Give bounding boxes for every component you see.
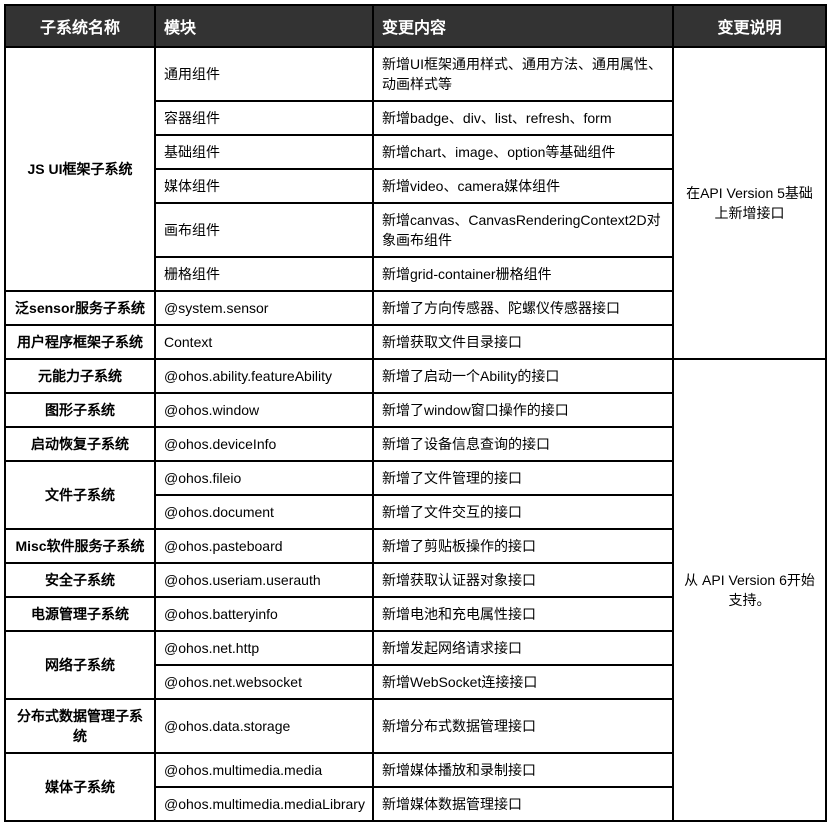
table-row: JS UI框架子系统 通用组件 新增UI框架通用样式、通用方法、通用属性、动画样… bbox=[5, 47, 826, 101]
cell-content: 新增了文件交互的接口 bbox=[373, 495, 673, 529]
header-content: 变更内容 bbox=[373, 5, 673, 47]
cell-module: @ohos.net.http bbox=[155, 631, 373, 665]
cell-module: @ohos.ability.featureAbility bbox=[155, 359, 373, 393]
cell-subsystem: 泛sensor服务子系统 bbox=[5, 291, 155, 325]
cell-subsystem: 文件子系统 bbox=[5, 461, 155, 529]
cell-module: @ohos.document bbox=[155, 495, 373, 529]
header-module: 模块 bbox=[155, 5, 373, 47]
cell-module: @ohos.data.storage bbox=[155, 699, 373, 753]
cell-subsystem: 媒体子系统 bbox=[5, 753, 155, 821]
cell-subsystem: Misc软件服务子系统 bbox=[5, 529, 155, 563]
header-row: 子系统名称 模块 变更内容 变更说明 bbox=[5, 5, 826, 47]
cell-subsystem: 分布式数据管理子系统 bbox=[5, 699, 155, 753]
cell-content: 新增媒体播放和录制接口 bbox=[373, 753, 673, 787]
cell-module: @ohos.multimedia.media bbox=[155, 753, 373, 787]
cell-subsystem: 元能力子系统 bbox=[5, 359, 155, 393]
cell-module: @ohos.window bbox=[155, 393, 373, 427]
cell-content: 新增了设备信息查询的接口 bbox=[373, 427, 673, 461]
cell-module: Context bbox=[155, 325, 373, 359]
cell-content: 新增电池和充电属性接口 bbox=[373, 597, 673, 631]
cell-content: 新增grid-container栅格组件 bbox=[373, 257, 673, 291]
cell-content: 新增UI框架通用样式、通用方法、通用属性、动画样式等 bbox=[373, 47, 673, 101]
cell-subsystem: 安全子系统 bbox=[5, 563, 155, 597]
header-subsystem: 子系统名称 bbox=[5, 5, 155, 47]
header-desc: 变更说明 bbox=[673, 5, 826, 47]
table-row: 元能力子系统 @ohos.ability.featureAbility 新增了启… bbox=[5, 359, 826, 393]
cell-subsystem: 用户程序框架子系统 bbox=[5, 325, 155, 359]
cell-content: 新增了启动一个Ability的接口 bbox=[373, 359, 673, 393]
cell-subsystem: 图形子系统 bbox=[5, 393, 155, 427]
cell-subsystem: 启动恢复子系统 bbox=[5, 427, 155, 461]
cell-module: @ohos.useriam.userauth bbox=[155, 563, 373, 597]
cell-content: 新增video、camera媒体组件 bbox=[373, 169, 673, 203]
cell-content: 新增了window窗口操作的接口 bbox=[373, 393, 673, 427]
cell-module: 通用组件 bbox=[155, 47, 373, 101]
cell-content: 新增badge、div、list、refresh、form bbox=[373, 101, 673, 135]
cell-content: 新增WebSocket连接接口 bbox=[373, 665, 673, 699]
cell-module: @ohos.fileio bbox=[155, 461, 373, 495]
cell-subsystem: 网络子系统 bbox=[5, 631, 155, 699]
cell-module: @ohos.multimedia.mediaLibrary bbox=[155, 787, 373, 821]
cell-content: 新增了剪贴板操作的接口 bbox=[373, 529, 673, 563]
cell-module: @ohos.batteryinfo bbox=[155, 597, 373, 631]
cell-module: 画布组件 bbox=[155, 203, 373, 257]
cell-module: @system.sensor bbox=[155, 291, 373, 325]
cell-subsystem: JS UI框架子系统 bbox=[5, 47, 155, 291]
cell-module: @ohos.net.websocket bbox=[155, 665, 373, 699]
cell-module: 容器组件 bbox=[155, 101, 373, 135]
api-changes-table: 子系统名称 模块 变更内容 变更说明 JS UI框架子系统 通用组件 新增UI框… bbox=[4, 4, 827, 822]
cell-module: 基础组件 bbox=[155, 135, 373, 169]
cell-module: @ohos.pasteboard bbox=[155, 529, 373, 563]
cell-content: 新增chart、image、option等基础组件 bbox=[373, 135, 673, 169]
cell-content: 新增了方向传感器、陀螺仪传感器接口 bbox=[373, 291, 673, 325]
cell-content: 新增分布式数据管理接口 bbox=[373, 699, 673, 753]
cell-subsystem: 电源管理子系统 bbox=[5, 597, 155, 631]
cell-desc: 在API Version 5基础上新增接口 bbox=[673, 47, 826, 359]
cell-content: 新增媒体数据管理接口 bbox=[373, 787, 673, 821]
cell-content: 新增canvas、CanvasRenderingContext2D对象画布组件 bbox=[373, 203, 673, 257]
cell-module: 媒体组件 bbox=[155, 169, 373, 203]
cell-content: 新增获取文件目录接口 bbox=[373, 325, 673, 359]
cell-content: 新增了文件管理的接口 bbox=[373, 461, 673, 495]
cell-content: 新增获取认证器对象接口 bbox=[373, 563, 673, 597]
cell-module: @ohos.deviceInfo bbox=[155, 427, 373, 461]
cell-module: 栅格组件 bbox=[155, 257, 373, 291]
cell-desc: 从 API Version 6开始支持。 bbox=[673, 359, 826, 821]
cell-content: 新增发起网络请求接口 bbox=[373, 631, 673, 665]
